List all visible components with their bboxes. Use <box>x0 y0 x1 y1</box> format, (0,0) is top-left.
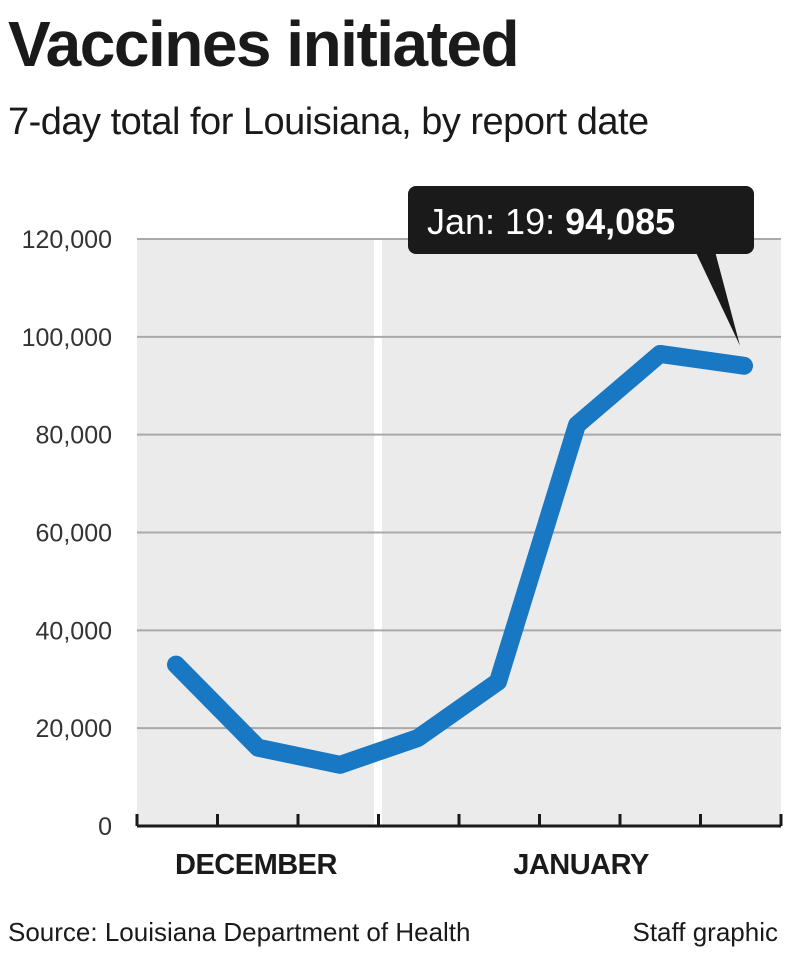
callout-pointer <box>690 240 740 346</box>
data-point: Dec 8 <box>175 663 177 666</box>
y-tick-label: 20,000 <box>36 715 112 743</box>
x-axis-month-labels: DECEMBER JANUARY <box>175 849 649 881</box>
y-tick-label: 80,000 <box>36 422 112 450</box>
y-tick-label: 0 <box>98 813 112 841</box>
callout-value: 94,085 <box>565 201 675 242</box>
x-axis <box>135 814 783 828</box>
series-line-layer: Dec 8 Dec 15 Dec 22 Dec 29 Jan 5 Jan 12 Jan 15… <box>167 344 753 774</box>
data-point: Dec 29 <box>417 736 419 739</box>
data-point: Dec 22 <box>339 763 341 766</box>
callout-box <box>408 186 754 254</box>
data-point: Jan 19 <box>743 364 745 367</box>
chart-subtitle: 7-day total for Louisiana, by report dat… <box>8 101 649 143</box>
y-tick-label: 120,000 <box>22 226 112 254</box>
y-axis-labels: 0 20,000 40,000 60,000 80,000 100,000 120,000 <box>22 226 112 841</box>
series-line <box>167 344 753 774</box>
x-month-label: JANUARY <box>513 849 649 881</box>
y-tick-label: 100,000 <box>22 324 112 352</box>
data-point: Dec 15 <box>257 746 259 749</box>
data-point: Jan 15 <box>659 352 661 355</box>
x-month-label: DECEMBER <box>175 849 338 881</box>
data-point: Jan 12 <box>576 423 578 426</box>
value-callout: Jan: 19: 94,085 <box>408 186 754 346</box>
credit-note: Staff graphic <box>632 917 778 947</box>
line-chart: 020,00040,00060,00080,000100,000120,000 … <box>22 186 783 881</box>
chart-title: Vaccines initiated <box>8 8 520 80</box>
data-point: Jan 5 <box>497 680 499 683</box>
callout-text: Jan: 19: 94,085 <box>427 201 675 242</box>
callout-label: Jan: 19: <box>427 201 565 242</box>
y-tick-label: 40,000 <box>36 617 112 645</box>
source-note: Source: Louisiana Department of Health <box>8 917 471 947</box>
y-tick-label: 60,000 <box>36 520 112 548</box>
